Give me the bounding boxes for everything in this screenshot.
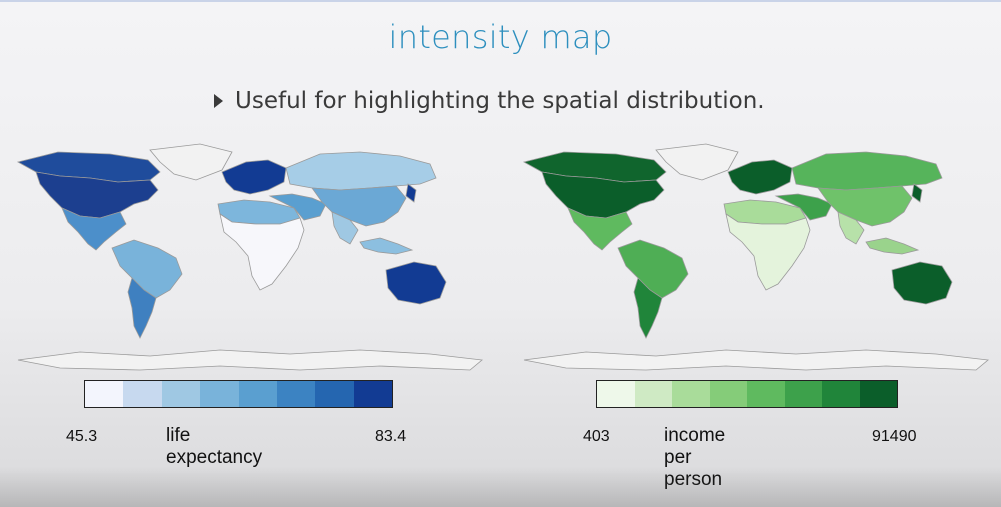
- region-australia: [385, 261, 447, 305]
- region-south-america-north: [617, 239, 689, 299]
- ramp-step-7: [353, 381, 392, 407]
- region-europe: [221, 159, 287, 195]
- income-min: 403: [583, 428, 610, 445]
- ramp-step-0: [597, 381, 635, 407]
- ramp-step-3: [200, 381, 239, 407]
- region-south-america-south: [633, 277, 663, 339]
- income-color-bar: [596, 380, 898, 408]
- life-expectancy-min: 45.3: [66, 428, 98, 445]
- region-indonesia: [359, 237, 414, 255]
- bottom-shadow: [0, 467, 1001, 507]
- region-asia: [817, 185, 913, 227]
- ramp-step-3: [709, 381, 747, 407]
- region-india: [331, 211, 359, 245]
- ramp-step-0: [85, 381, 124, 407]
- region-russia: [791, 151, 943, 191]
- region-middle-east: [268, 193, 327, 221]
- region-asia: [311, 185, 407, 227]
- income-per-person-map: [506, 138, 998, 378]
- life-expectancy-label: life expectancy: [166, 425, 263, 468]
- life-expectancy-color-bar: [84, 380, 393, 408]
- ramp-step-1: [634, 381, 672, 407]
- income-max: 91490: [872, 428, 917, 445]
- bullet-triangle-icon: [214, 94, 223, 108]
- region-africa: [219, 213, 305, 291]
- region-africa: [725, 213, 811, 291]
- region-indonesia: [865, 237, 920, 255]
- region-middle-east: [774, 193, 833, 221]
- ramp-step-4: [747, 381, 785, 407]
- bullet-point: Useful for highlighting the spatial dist…: [214, 88, 765, 114]
- ramp-step-7: [859, 381, 897, 407]
- region-japan: [405, 183, 417, 203]
- ramp-step-6: [822, 381, 860, 407]
- top-border: [0, 0, 1001, 2]
- region-antarctica: [17, 349, 483, 371]
- region-south-america-south: [127, 277, 157, 339]
- region-mexico-central: [61, 207, 127, 251]
- region-russia: [285, 151, 437, 191]
- ramp-step-5: [276, 381, 316, 407]
- ramp-step-2: [672, 381, 710, 407]
- region-antarctica: [523, 349, 989, 371]
- region-australia: [891, 261, 953, 305]
- region-japan: [911, 183, 923, 203]
- ramp-step-2: [161, 381, 201, 407]
- life-expectancy-max: 83.4: [375, 428, 407, 445]
- ramp-step-5: [784, 381, 822, 407]
- ramp-step-4: [238, 381, 277, 407]
- region-south-america-north: [111, 239, 183, 299]
- region-india: [837, 211, 865, 245]
- region-europe: [727, 159, 793, 195]
- region-north-america: [541, 171, 665, 219]
- income-label: income per person: [664, 425, 726, 490]
- slide-title: intensity map: [388, 18, 613, 56]
- region-greenland: [149, 143, 233, 181]
- region-north-america: [35, 171, 159, 219]
- ramp-step-1: [123, 381, 162, 407]
- ramp-step-6: [315, 381, 354, 407]
- bullet-text: Useful for highlighting the spatial dist…: [235, 88, 765, 114]
- region-greenland: [655, 143, 739, 181]
- life-expectancy-map: [0, 138, 492, 378]
- region-mexico-central: [567, 207, 633, 251]
